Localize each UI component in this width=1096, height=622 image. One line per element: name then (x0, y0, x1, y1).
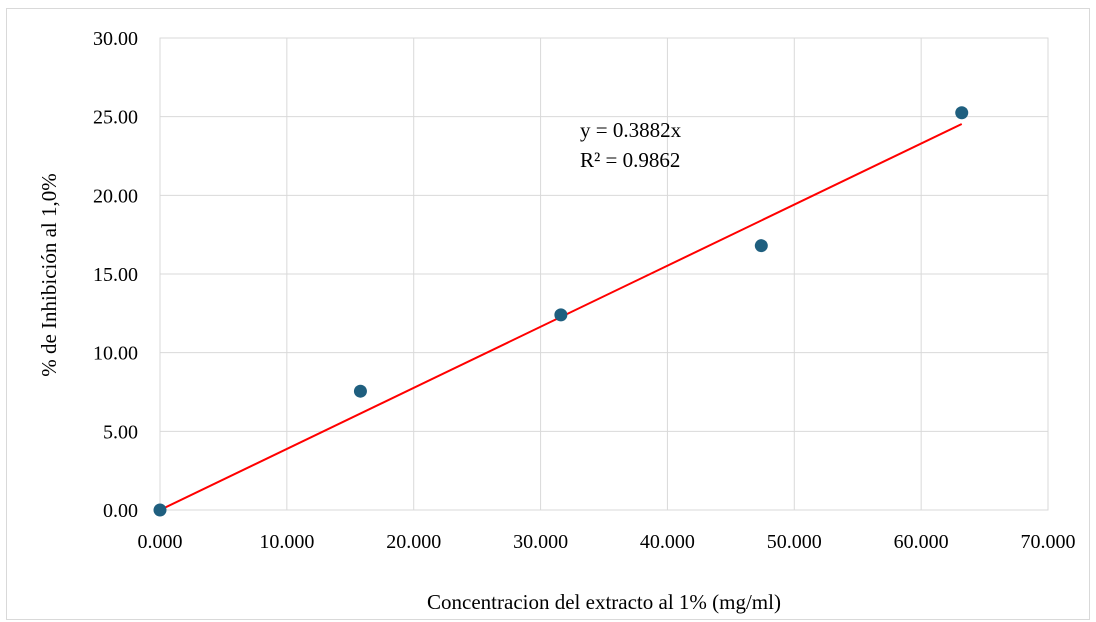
y-axis-label: % de Inhibición al 1,0% (37, 173, 61, 377)
x-axis-ticks: 0.000 10.000 20.000 30.000 40.000 50.000 60.00… (138, 531, 1076, 553)
data-point (554, 308, 568, 322)
x-tick-label: 70.000 (1021, 531, 1076, 553)
x-tick-label: 40.000 (640, 531, 695, 553)
y-tick-label: 30.00 (93, 28, 138, 50)
x-tick-label: 30.000 (513, 531, 568, 553)
plot-area (159, 37, 1049, 511)
trendline-equation: y = 0.3882x (580, 118, 682, 142)
trendline-r-squared: R² = 0.9862 (580, 148, 680, 172)
data-point (353, 384, 367, 398)
x-tick-label: 10.000 (259, 531, 314, 553)
x-tick-label: 20.000 (386, 531, 441, 553)
data-point (754, 239, 768, 253)
plot-border (159, 37, 1049, 511)
y-tick-label: 0.00 (103, 500, 138, 522)
chart-frame (6, 8, 1090, 620)
grid (159, 37, 1049, 511)
data-points (153, 106, 969, 517)
y-tick-label: 5.00 (103, 421, 138, 443)
data-point (955, 106, 969, 120)
y-tick-label: 25.00 (93, 107, 138, 129)
y-tick-label: 10.00 (93, 343, 138, 365)
x-tick-label: 50.000 (767, 531, 822, 553)
y-tick-label: 15.00 (93, 264, 138, 286)
y-tick-label: 20.00 (93, 185, 138, 207)
y-axis-ticks: 0.00 5.00 10.00 15.00 20.00 25.00 30.00 (93, 28, 138, 522)
data-point (153, 503, 167, 517)
x-tick-label: 0.000 (138, 531, 183, 553)
x-tick-label: 60.000 (894, 531, 949, 553)
x-axis-label: Concentracion del extracto al 1% (mg/ml) (427, 590, 781, 614)
